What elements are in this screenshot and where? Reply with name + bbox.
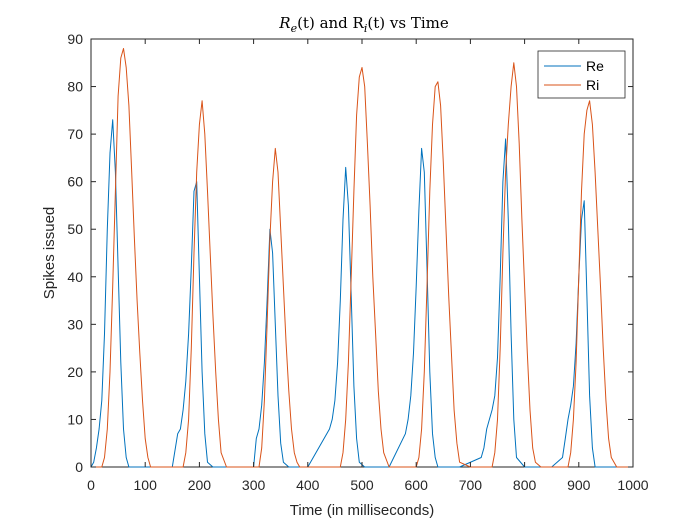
- series-layer: [90, 48, 633, 468]
- y-tick-label: 90: [67, 31, 83, 47]
- x-tick-label: 800: [513, 477, 537, 493]
- y-tick-label: 40: [67, 269, 83, 285]
- x-tick-label: 900: [567, 477, 591, 493]
- legend-box: [537, 50, 626, 99]
- x-tick-label: 1000: [617, 477, 648, 493]
- axes-box: [90, 38, 634, 468]
- chart-title: Re(t) and Ri(t) vs Time: [278, 14, 449, 35]
- legend: Re Ri: [537, 50, 626, 99]
- y-tick-label: 80: [67, 79, 83, 95]
- y-axis-ticks: 0 10 20 30 40 50 60 70 80 90: [67, 31, 633, 475]
- x-tick-label: 500: [350, 477, 374, 493]
- series-line-re: [90, 119, 633, 468]
- title-part-r-e: R: [278, 14, 290, 32]
- x-axis-label: Time (in milliseconds): [290, 502, 434, 519]
- y-axis-label: Spikes issued: [41, 207, 58, 300]
- y-tick-label: 50: [67, 221, 83, 237]
- x-tick-label: 300: [242, 477, 266, 493]
- x-tick-label: 200: [188, 477, 212, 493]
- y-tick-label: 20: [67, 364, 83, 380]
- x-tick-label: 700: [459, 477, 483, 493]
- x-tick-label: 100: [134, 477, 158, 493]
- plot-area: [90, 38, 634, 468]
- y-tick-label: 30: [67, 316, 83, 332]
- y-tick-label: 0: [75, 459, 83, 475]
- title-part-end: (t) vs Time: [367, 14, 448, 32]
- title-subscript-e: e: [291, 22, 298, 35]
- series-line-ri: [91, 48, 633, 468]
- x-tick-label: 400: [296, 477, 320, 493]
- y-tick-label: 10: [67, 411, 83, 427]
- title-part-middle: (t) and R: [297, 14, 364, 32]
- y-tick-label: 70: [67, 126, 83, 142]
- y-tick-label: 60: [67, 174, 83, 190]
- x-tick-label: 0: [87, 477, 95, 493]
- title-subscript-i: i: [364, 22, 368, 35]
- legend-label-ri: Ri: [586, 77, 599, 93]
- x-tick-label: 600: [405, 477, 429, 493]
- legend-label-re: Re: [586, 58, 604, 74]
- x-axis-ticks: 0 100 200 300 400 500 600 700 800 900 1000: [87, 39, 649, 493]
